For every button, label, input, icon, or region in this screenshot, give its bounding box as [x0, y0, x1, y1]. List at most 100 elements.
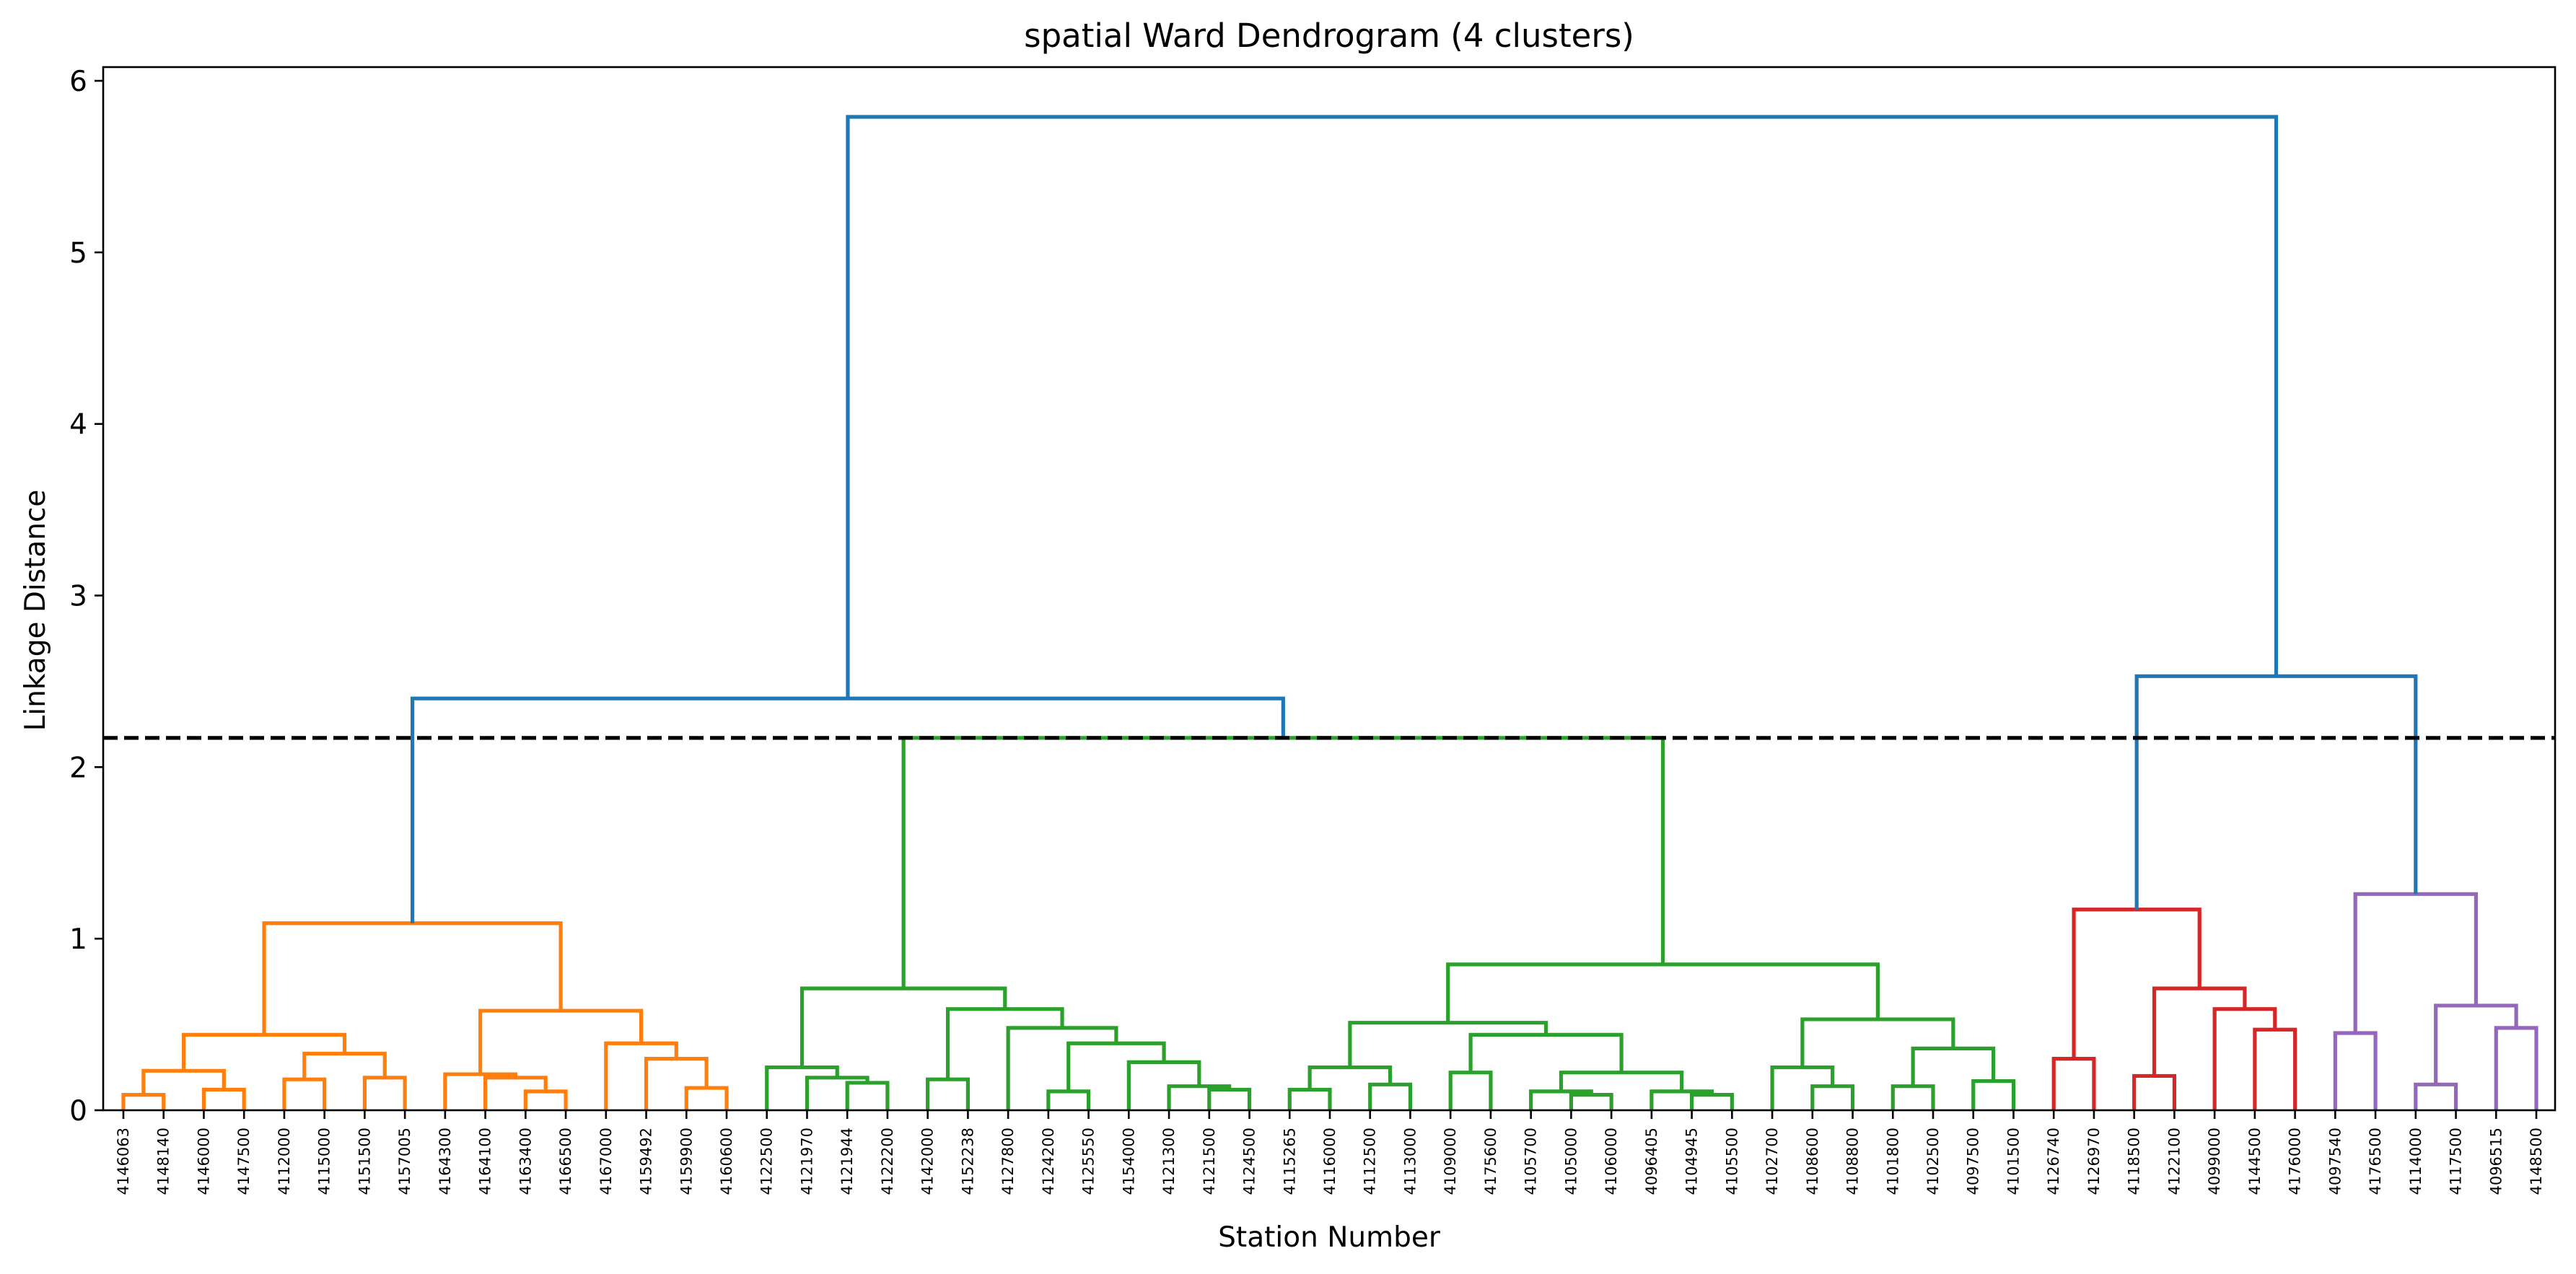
- y-tick-label: 4: [69, 409, 87, 441]
- y-tick-label: 2: [69, 752, 87, 784]
- x-tick-label: 4115265: [1281, 1128, 1298, 1195]
- y-axis-label: Linkage Distance: [19, 490, 52, 732]
- x-tick-label: 4117500: [2448, 1128, 2465, 1195]
- dendrogram-link: [2414, 1082, 2458, 1110]
- x-tick-label: 4112500: [1362, 1128, 1379, 1195]
- x-tick-label: 4102700: [1764, 1128, 1781, 1195]
- x-tick-label: 4096405: [1643, 1128, 1660, 1195]
- dendrogram-link: [523, 1089, 568, 1110]
- y-tick-label: 0: [69, 1095, 87, 1128]
- x-tick-label: 4102500: [1924, 1128, 1942, 1195]
- x-tick-label: 4122200: [879, 1128, 896, 1195]
- dendrogram-link: [1446, 962, 1880, 1023]
- dendrogram-link: [2134, 674, 2418, 910]
- dendrogram-link: [1468, 1032, 1624, 1073]
- x-tick-label: 4167000: [597, 1128, 615, 1195]
- x-tick-label: 4159492: [638, 1128, 655, 1195]
- y-axis-ticks: 0 1 2 3 4 5 6: [69, 66, 103, 1128]
- x-tick-label: 4159900: [678, 1128, 695, 1195]
- dendrogram-link: [1126, 1060, 1201, 1110]
- x-tick-label: 4112000: [276, 1128, 293, 1195]
- x-tick-label: 4163400: [517, 1128, 534, 1195]
- y-tick-label: 6: [69, 66, 87, 98]
- x-tick-label: 4146063: [115, 1128, 132, 1195]
- dendrogram-link: [1368, 1082, 1413, 1110]
- x-tick-label: 4105000: [1562, 1128, 1580, 1195]
- dendrogram-link: [1046, 1089, 1091, 1110]
- dendrogram-link: [121, 1093, 166, 1110]
- x-tick-label: 4164300: [437, 1128, 454, 1195]
- dendrogram-link: [182, 1032, 347, 1071]
- dendrogram-link: [1529, 1089, 1593, 1110]
- y-tick-label: 1: [69, 923, 87, 956]
- x-tick-label: 4122100: [2165, 1128, 2183, 1195]
- x-tick-label: 4154000: [1120, 1128, 1137, 1195]
- x-tick-label: 4097540: [2326, 1128, 2344, 1195]
- x-tick-label: 4114000: [2407, 1128, 2424, 1195]
- dendrogram-link: [410, 696, 1285, 923]
- x-tick-label: 4118500: [2126, 1128, 2143, 1195]
- x-tick-label: 4121300: [1160, 1128, 1178, 1195]
- x-tick-label: 4097500: [1965, 1128, 1982, 1195]
- dendrogram-link: [141, 1068, 226, 1095]
- chart-title: spatial Ward Dendrogram (4 clusters): [1024, 17, 1634, 55]
- x-tick-label: 4116000: [1321, 1128, 1339, 1195]
- dendrogram-links: [121, 115, 2538, 1110]
- x-tick-label: 4148500: [2528, 1128, 2545, 1195]
- x-tick-label: 4125550: [1080, 1128, 1098, 1195]
- dendrogram-link: [1448, 1071, 1493, 1110]
- x-tick-label: 4109000: [1442, 1128, 1459, 1195]
- dendrogram-link: [1569, 1093, 1613, 1110]
- dendrogram-link: [845, 1081, 890, 1110]
- x-tick-label: 4121500: [1201, 1128, 1218, 1195]
- x-axis-label: Station Number: [1218, 1221, 1441, 1254]
- x-tick-label: 4146000: [195, 1128, 212, 1195]
- x-tick-label: 4160600: [718, 1128, 735, 1195]
- y-tick-label: 3: [69, 581, 87, 613]
- x-tick-label: 4127800: [999, 1128, 1017, 1195]
- x-tick-label: 4105500: [1723, 1128, 1740, 1195]
- x-tick-label: 4121970: [798, 1128, 815, 1195]
- x-tick-label: 4147500: [235, 1128, 253, 1195]
- plot-frame: [102, 66, 2557, 1112]
- x-tick-label: 4126970: [2085, 1128, 2103, 1195]
- x-tick-label: 4164100: [477, 1128, 494, 1195]
- dendrogram-link: [1690, 1093, 1734, 1110]
- x-tick-label: 4124200: [1040, 1128, 1057, 1195]
- dendrogram-link: [1971, 1078, 2016, 1110]
- dendrogram-link: [2353, 892, 2478, 1033]
- x-tick-label: 4176000: [2287, 1128, 2304, 1195]
- dendrogram-link: [1066, 1041, 1166, 1091]
- x-tick-label: 4157005: [396, 1128, 413, 1195]
- x-tick-label: 4108800: [1844, 1128, 1862, 1195]
- dendrogram-link: [1559, 1071, 1684, 1091]
- x-tick-label: 4108600: [1804, 1128, 1821, 1195]
- dendrogram-link: [846, 115, 2279, 699]
- x-tick-label: 4144500: [2246, 1128, 2264, 1195]
- x-tick-label: 4115000: [316, 1128, 333, 1195]
- x-tick-label: 4126740: [2045, 1128, 2062, 1195]
- x-tick-label: 4113000: [1401, 1128, 1419, 1195]
- x-tick-label: 4142000: [919, 1128, 937, 1195]
- x-tick-label: 4148140: [155, 1128, 172, 1195]
- dendrogram-link: [604, 1041, 678, 1110]
- x-tick-label: 4104945: [1683, 1128, 1701, 1195]
- dendrogram-link: [478, 1009, 644, 1075]
- x-tick-label: 4122500: [758, 1128, 776, 1195]
- dendrogram-link: [443, 1072, 517, 1110]
- x-tick-label: 4096515: [2487, 1128, 2505, 1195]
- x-tick-label: 4105700: [1523, 1128, 1540, 1195]
- x-tick-label: 4124500: [1241, 1128, 1258, 1195]
- x-tick-label: 4151500: [356, 1128, 373, 1195]
- x-tick-label: 4101500: [2005, 1128, 2022, 1195]
- dendrogram-link: [1348, 1021, 1548, 1068]
- x-tick-label: 4106000: [1603, 1128, 1620, 1195]
- x-tick-label: 4166500: [557, 1128, 574, 1195]
- x-tick-label: 4175600: [1482, 1128, 1499, 1195]
- dendrogram-link: [262, 921, 563, 1035]
- dendrogram-link: [302, 1051, 387, 1080]
- x-tick-label: 4099000: [2206, 1128, 2223, 1195]
- x-tick-label: 4101800: [1884, 1128, 1901, 1195]
